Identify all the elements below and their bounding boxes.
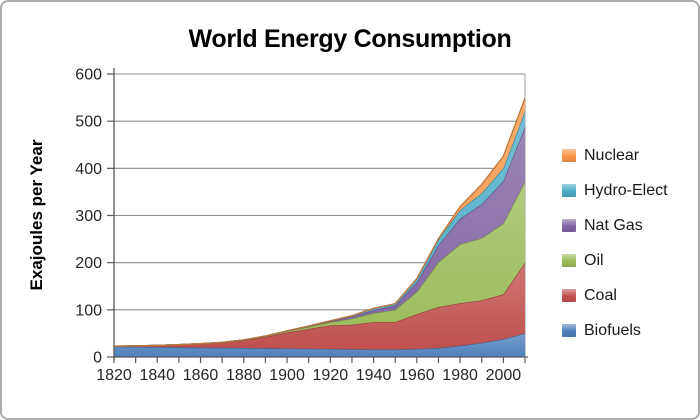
x-tick-label-1820: 1820 xyxy=(96,367,132,384)
y-tick-label-500: 500 xyxy=(75,114,102,131)
legend-swatch-icon xyxy=(562,149,576,162)
x-tick-label-1860: 1860 xyxy=(183,367,219,384)
x-tick-label-1960: 1960 xyxy=(399,367,435,384)
y-tick-label-600: 600 xyxy=(75,67,102,84)
legend-item-biofuels: Biofuels xyxy=(562,320,668,341)
legend-label: Nuclear xyxy=(584,146,640,164)
x-tick-label-2000: 2000 xyxy=(486,367,522,384)
area-coal xyxy=(114,262,525,350)
legend-item-coal: Coal xyxy=(562,285,668,306)
legend: Nuclear Hydro-Elect Nat Gas Oil Coal Biofuels xyxy=(562,145,668,355)
legend-label: Coal xyxy=(584,286,617,304)
y-tick-label-0: 0 xyxy=(93,350,102,367)
legend-label: Nat Gas xyxy=(584,216,643,234)
legend-swatch-icon xyxy=(562,289,576,302)
area-oil xyxy=(114,181,525,347)
legend-label: Hydro-Elect xyxy=(584,181,668,199)
x-tick-label-1840: 1840 xyxy=(139,367,175,384)
x-tick-label-1980: 1980 xyxy=(442,367,478,384)
legend-swatch-icon xyxy=(562,184,576,197)
legend-item-oil: Oil xyxy=(562,250,668,271)
legend-swatch-icon xyxy=(562,324,576,337)
chart-title: World Energy Consumption xyxy=(188,25,512,53)
x-tick-label-1940: 1940 xyxy=(356,367,392,384)
y-tick-label-100: 100 xyxy=(75,302,102,319)
legend-swatch-icon xyxy=(562,254,576,267)
legend-label: Biofuels xyxy=(584,321,641,339)
x-tick-label-1880: 1880 xyxy=(226,367,262,384)
y-tick-label-400: 400 xyxy=(75,161,102,178)
x-tick-label-1900: 1900 xyxy=(269,367,305,384)
y-tick-label-200: 200 xyxy=(75,255,102,272)
y-tick-label-300: 300 xyxy=(75,208,102,225)
legend-item-nuclear: Nuclear xyxy=(562,145,668,166)
x-tick-label-1920: 1920 xyxy=(313,367,349,384)
area-border-nuclear xyxy=(113,97,526,347)
area-biofuels xyxy=(114,333,525,357)
legend-label: Oil xyxy=(584,251,604,269)
legend-swatch-icon xyxy=(562,219,576,232)
legend-item-nat-gas: Nat Gas xyxy=(562,215,668,236)
legend-item-hydro-elect: Hydro-Elect xyxy=(562,180,668,201)
